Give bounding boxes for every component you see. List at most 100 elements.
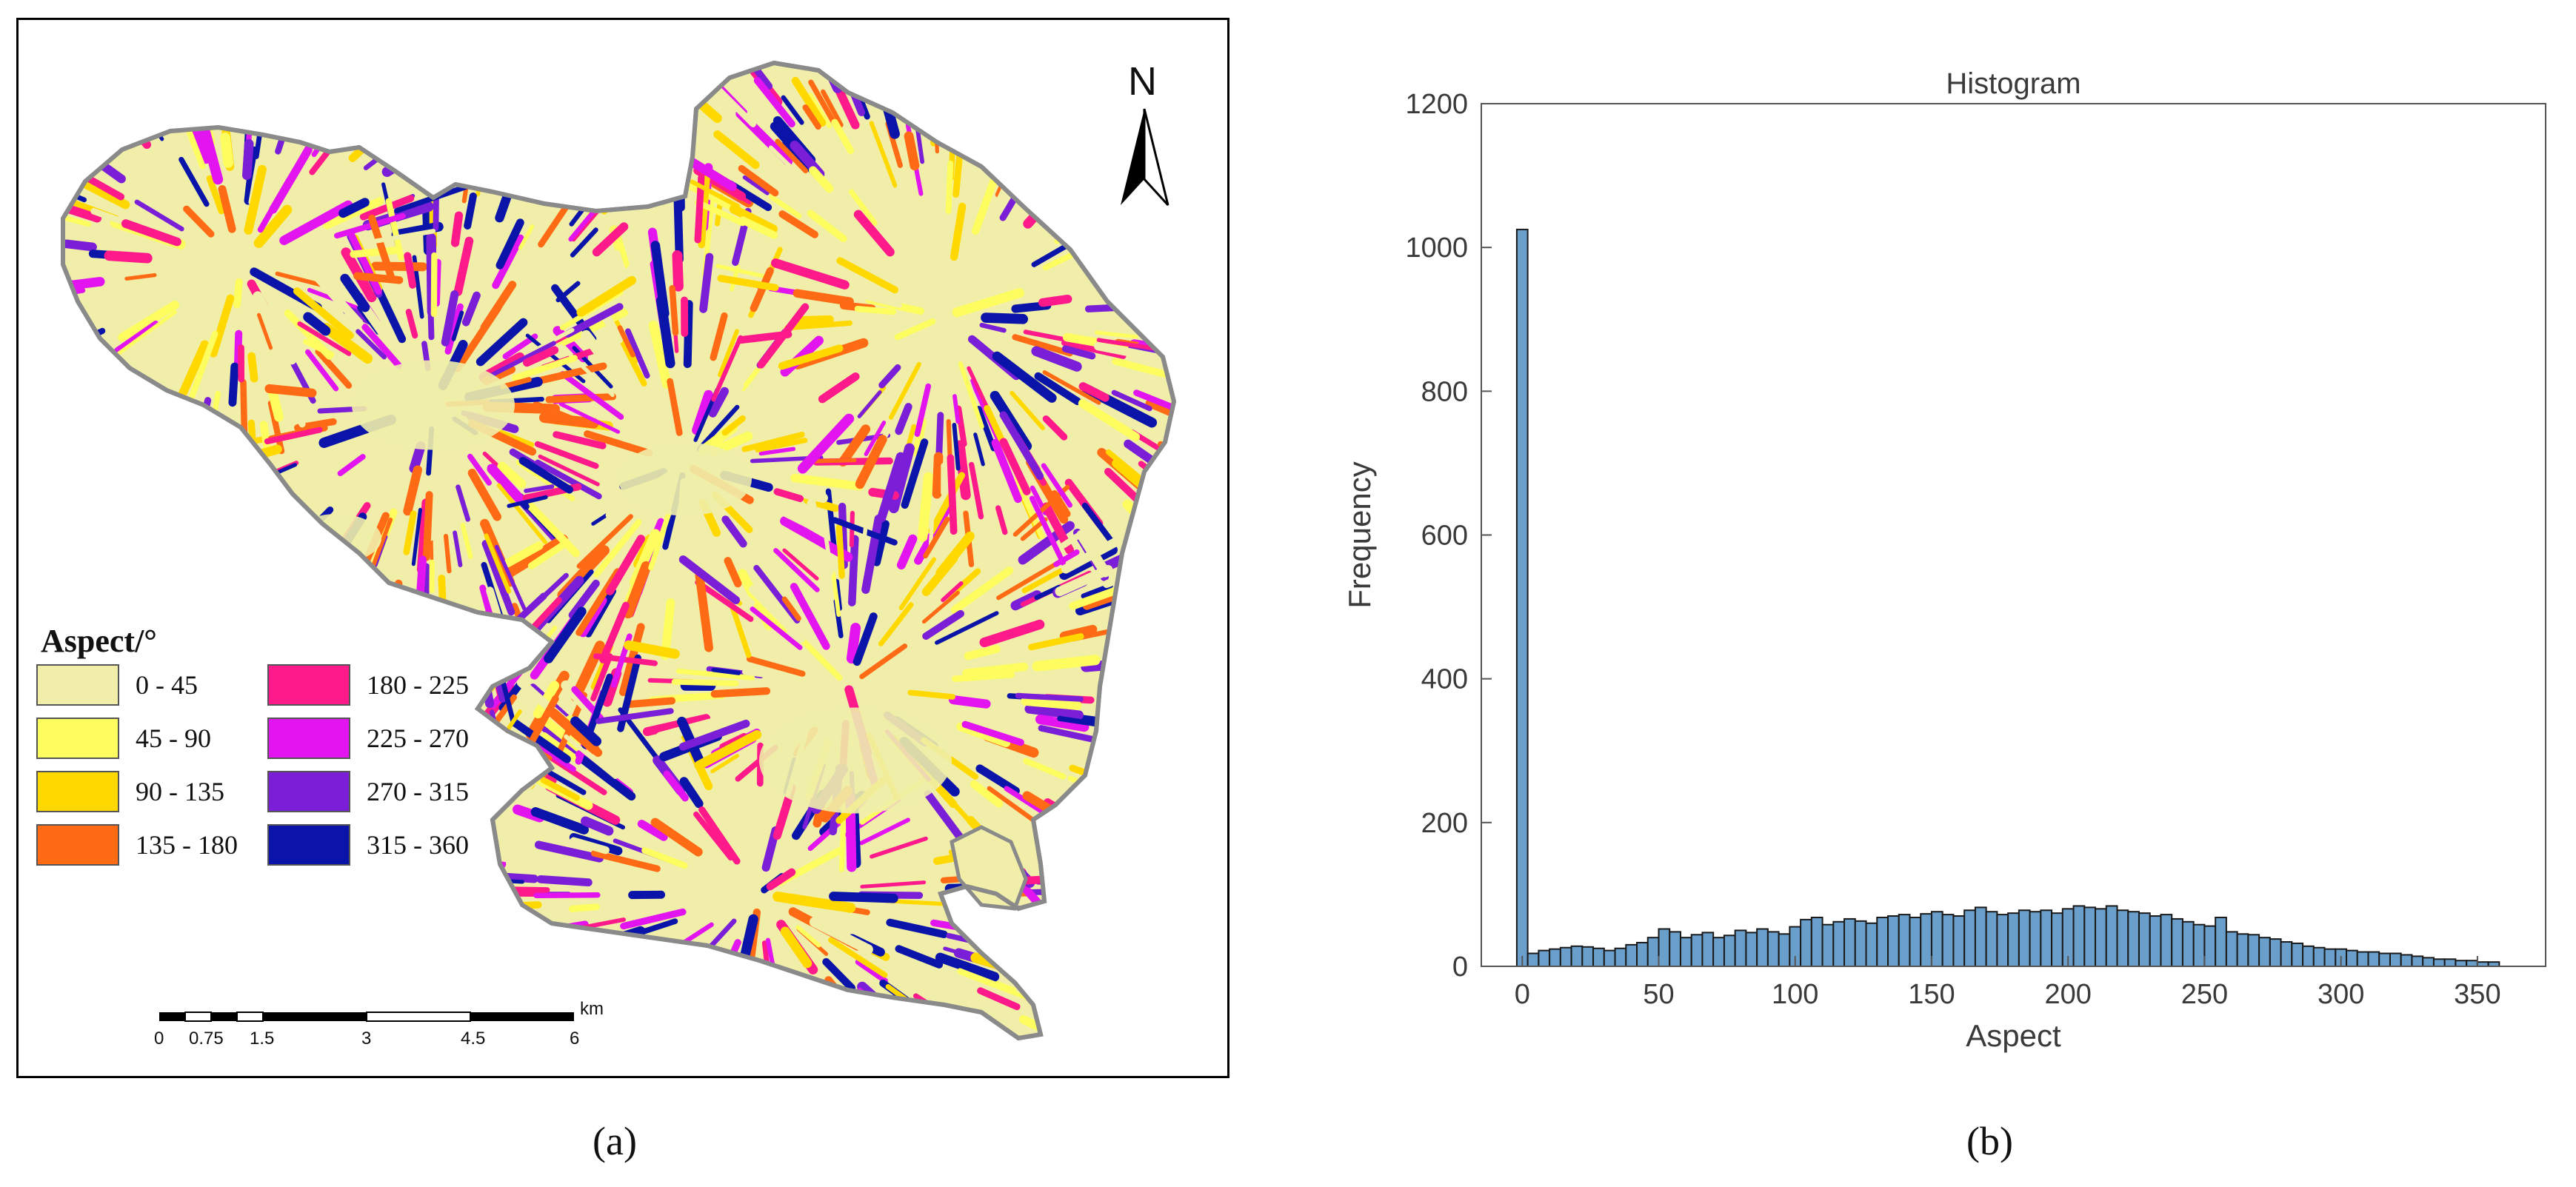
histogram-bar <box>2203 925 2217 967</box>
aspect-streak <box>1121 912 1161 946</box>
aspect-streak <box>922 609 964 641</box>
aspect-streak <box>821 520 834 576</box>
aspect-streak <box>454 96 509 134</box>
aspect-streak <box>950 1029 992 1038</box>
histogram-bar <box>1963 909 1976 968</box>
legend-label: 315 - 360 <box>367 830 469 860</box>
aspect-streak <box>1053 549 1080 567</box>
aspect-streak <box>1113 724 1174 745</box>
aspect-streak <box>1118 28 1137 57</box>
aspect-streak <box>663 770 689 802</box>
histogram-bar <box>2192 923 2206 967</box>
aspect-streak <box>1092 247 1161 275</box>
aspect-streak <box>350 246 402 258</box>
aspect-streak <box>223 629 262 678</box>
aspect-streak <box>742 669 800 683</box>
aspect-streak <box>708 387 730 418</box>
aspect-streak <box>894 318 936 341</box>
chart-title: Histogram <box>1946 67 2081 100</box>
aspect-streak <box>63 435 96 489</box>
aspect-streak <box>1074 992 1119 1010</box>
aspect-streak <box>737 330 793 344</box>
aspect-streak <box>264 384 317 398</box>
aspect-streak <box>110 407 138 444</box>
panel-a-caption-text: (a) <box>593 1119 637 1163</box>
aspect-streak <box>242 481 285 506</box>
aspect-streak <box>104 250 153 264</box>
y-tick-label: 600 <box>1421 521 1468 552</box>
aspect-streak <box>873 1013 918 1038</box>
aspect-streak <box>315 348 353 389</box>
aspect-streak <box>375 286 407 344</box>
legend-item: 135 - 180 <box>36 824 238 866</box>
aspect-streak <box>63 120 101 162</box>
aspect-streak <box>63 78 77 113</box>
aspect-streak <box>584 587 617 638</box>
aspect-streak <box>460 100 474 167</box>
aspect-streak <box>848 189 878 226</box>
histogram-bar <box>2389 952 2402 968</box>
aspect-streak <box>146 449 163 481</box>
aspect-streak <box>1165 204 1174 232</box>
aspect-streak <box>1095 906 1135 942</box>
aspect-streak <box>19 551 52 608</box>
aspect-streak <box>864 63 890 87</box>
aspect-streak <box>356 937 430 952</box>
aspect-streak <box>936 63 944 76</box>
aspect-streak <box>995 505 1008 535</box>
aspect-streak <box>93 991 157 1011</box>
aspect-streak <box>524 484 555 493</box>
aspect-streak <box>1147 98 1174 149</box>
aspect-streak <box>1067 203 1101 231</box>
aspect-streak <box>584 430 653 457</box>
aspect-streak <box>513 76 533 116</box>
aspect-streak <box>372 229 436 244</box>
aspect-streak <box>855 959 888 984</box>
map-frame: N 0 0.75 1.5 3 4.5 6 km Aspect/° 0 - 45 … <box>16 18 1229 1078</box>
aspect-streak <box>841 1003 870 1038</box>
aspect-streak <box>315 102 341 141</box>
aspect-streak <box>1078 382 1110 402</box>
aspect-streak <box>1057 799 1085 818</box>
aspect-streak <box>1132 250 1174 270</box>
aspect-streak <box>593 63 613 91</box>
aspect-streak <box>136 418 171 486</box>
aspect-streak <box>303 338 335 358</box>
x-tick-label: 50 <box>1643 979 1674 1010</box>
aspect-streak <box>99 63 126 67</box>
aspect-streak <box>699 253 714 313</box>
aspect-streak <box>1149 994 1174 1007</box>
aspect-streak <box>695 522 714 585</box>
aspect-streak <box>958 968 998 986</box>
aspect-streak <box>631 81 659 104</box>
aspect-streak <box>809 917 873 955</box>
aspect-streak <box>324 63 343 74</box>
histogram-bar <box>1778 933 1791 967</box>
aspect-streak <box>131 92 164 141</box>
aspect-streak <box>673 192 684 264</box>
aspect-streak <box>741 432 805 452</box>
aspect-streak <box>270 527 313 572</box>
aspect-streak <box>1079 986 1153 1014</box>
aspect-streak <box>1080 77 1110 117</box>
aspect-streak <box>1052 947 1091 960</box>
histogram-bar <box>1920 913 1932 967</box>
aspect-streak <box>1136 732 1174 746</box>
aspect-streak <box>321 984 364 999</box>
aspect-streak <box>738 164 779 197</box>
histogram-bar <box>1832 920 1846 968</box>
aspect-streak <box>356 900 393 909</box>
aspect-streak <box>67 63 105 70</box>
aspect-streak <box>404 1043 450 1066</box>
aspect-streak <box>69 421 121 486</box>
aspect-streak <box>525 100 544 137</box>
aspect-streak <box>454 912 497 923</box>
aspect-streak <box>545 393 617 404</box>
histogram-bar <box>1734 929 1747 968</box>
aspect-streak <box>773 548 820 592</box>
aspect-streak <box>778 210 818 238</box>
aspect-streak <box>335 74 378 130</box>
aspect-streak <box>821 89 844 127</box>
aspect-streak <box>299 962 375 982</box>
aspect-streak <box>342 810 396 826</box>
